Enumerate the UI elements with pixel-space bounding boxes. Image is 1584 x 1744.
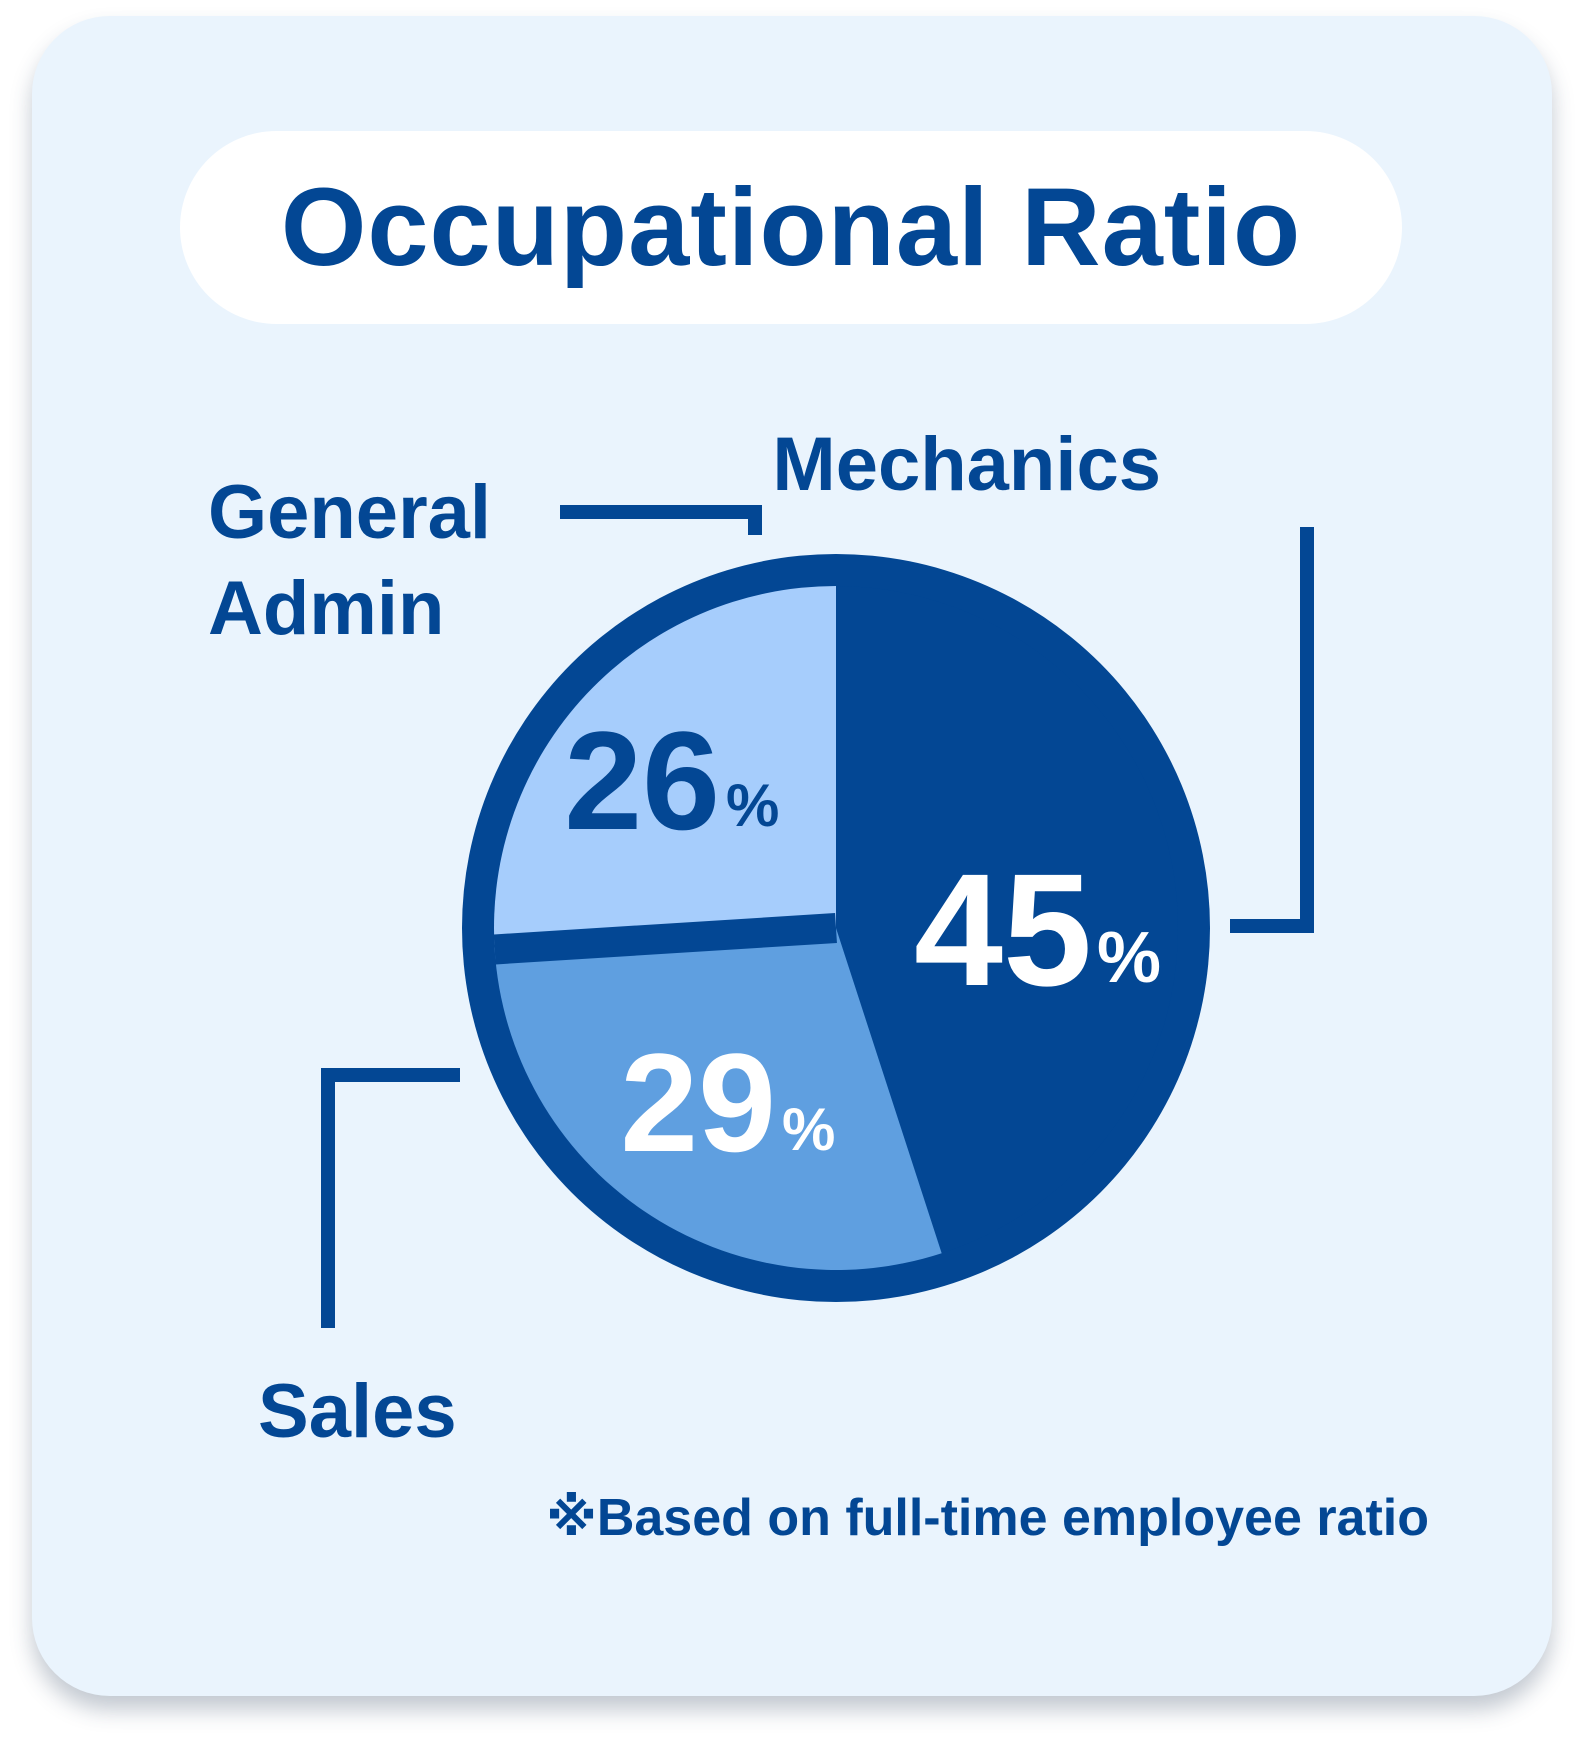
pie-slice-sales	[494, 928, 942, 1271]
value-label-general-admin: 26	[564, 702, 720, 859]
title-pill: Occupational Ratio	[180, 131, 1402, 324]
category-label-sales: Sales	[258, 1369, 457, 1454]
category-label-admin-line2: Admin	[208, 566, 444, 651]
leader-line-general-admin	[560, 505, 762, 535]
footnote: ※Based on full-time employee ratio	[546, 1489, 1429, 1547]
value-label-mechanics: 45	[914, 840, 1092, 1019]
pie-slice-mechanics	[836, 586, 1178, 1254]
leader-line-mechanics	[1230, 527, 1314, 933]
category-label-general-line1: General	[208, 470, 491, 555]
category-label-mechanics: Mechanics	[772, 422, 1161, 507]
unit-label-sales: %	[782, 1096, 835, 1163]
slice-separator	[493, 913, 837, 965]
unit-label-general-admin: %	[726, 772, 779, 839]
value-label-sales: 29	[620, 1024, 776, 1181]
chart-title: Occupational Ratio	[280, 166, 1302, 289]
pie-slice-general-admin	[494, 586, 836, 950]
leader-line-sales	[321, 1068, 460, 1328]
unit-label-mechanics: %	[1097, 918, 1161, 998]
